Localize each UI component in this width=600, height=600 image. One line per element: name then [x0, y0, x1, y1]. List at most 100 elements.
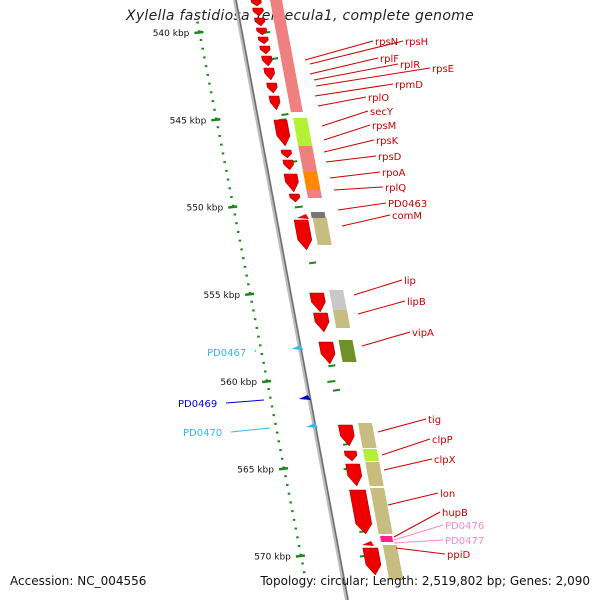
scale-dot — [236, 230, 240, 233]
leader-line — [377, 418, 427, 433]
gene-label-ppid: ppiD — [447, 550, 470, 561]
gene-arrow — [254, 17, 266, 27]
scale-dot — [274, 422, 277, 425]
leader-line — [393, 511, 441, 538]
gene-arrow — [345, 463, 363, 487]
leader-line — [353, 279, 403, 296]
leader-line — [361, 331, 411, 347]
leader-line — [317, 96, 367, 107]
gene-label-rpsn: rpsN — [375, 37, 398, 48]
gene-label-pd0477: PD0477 — [445, 536, 484, 547]
scale-dot — [294, 527, 297, 530]
gene-arrow — [318, 341, 336, 365]
leader-line — [323, 124, 371, 141]
scale-dot — [279, 449, 282, 452]
leader-line — [315, 67, 431, 87]
leader-line — [357, 300, 406, 315]
cds-band — [329, 290, 347, 310]
leader-line — [387, 492, 439, 506]
scale-dot — [291, 510, 294, 513]
gene-label-pd0467: PD0467 — [207, 348, 246, 359]
track-tick — [281, 113, 289, 117]
gene-arrow — [349, 489, 373, 535]
gene-label-tig: tig — [428, 415, 441, 426]
scale-dot — [267, 387, 270, 390]
scale-dot — [275, 431, 279, 434]
gene-label-rplr: rplR — [400, 60, 420, 71]
scale-dot — [225, 169, 228, 172]
gene-arrow-reverse — [291, 345, 304, 350]
scale-dot — [223, 161, 226, 164]
genome-summary: Topology: circular; Length: 2,519,802 bp… — [260, 574, 590, 588]
gene-arrow — [309, 292, 326, 313]
scale-dot — [287, 492, 291, 495]
scale-dot — [228, 187, 232, 190]
scale-dot — [206, 73, 210, 76]
leader-line — [313, 63, 399, 81]
scale-dot — [264, 370, 267, 373]
track-tick — [328, 364, 336, 368]
scale-dot — [211, 100, 215, 103]
scale-dot — [262, 361, 265, 364]
gene-label-lipb: lipB — [407, 297, 426, 308]
scale-dot — [218, 134, 221, 137]
scale-dot — [255, 326, 259, 329]
scale-tick — [211, 118, 221, 122]
scale-dot — [213, 108, 216, 111]
cds-band — [303, 172, 321, 190]
scale-dot — [240, 248, 243, 251]
leader-line — [230, 427, 271, 433]
scale-dot — [247, 283, 250, 286]
scale-dot — [253, 318, 257, 321]
gene-label-pd0470: PD0470 — [183, 428, 222, 439]
gene-arrow — [313, 312, 330, 333]
scale-tick — [278, 467, 289, 471]
leader-line — [304, 40, 374, 61]
scale-tick — [245, 292, 255, 296]
scale-dot — [257, 335, 260, 338]
gene-arrow — [250, 0, 262, 7]
gene-label-comm: comM — [392, 211, 422, 222]
scale-dot — [286, 483, 289, 486]
gene-arrow — [343, 450, 358, 462]
leader-line — [337, 202, 387, 211]
scale-dot — [204, 65, 208, 68]
gene-features — [250, 0, 404, 580]
gene-arrow — [280, 149, 292, 159]
leader-line — [333, 186, 384, 191]
gene-arrow — [362, 547, 382, 576]
gene-label-rpsd: rpsD — [378, 152, 402, 163]
scale-dot — [250, 300, 254, 303]
gene-label-rpoa: rpoA — [382, 168, 406, 179]
label-leaders — [225, 40, 446, 555]
gene-label-clpp: clpP — [432, 435, 453, 446]
gene-arrow — [255, 27, 268, 36]
scale-dot — [301, 562, 304, 565]
gene-label-clpx: clpX — [434, 455, 456, 466]
cds-band — [270, 0, 303, 112]
scale-dot — [216, 126, 220, 129]
scale-dot — [260, 353, 264, 356]
scale-dot — [238, 239, 242, 242]
scale-dot — [272, 414, 275, 417]
leader-line — [254, 349, 257, 353]
gene-arrow — [257, 36, 269, 45]
cds-band — [298, 146, 318, 172]
gene-label-vipa: vipA — [412, 328, 434, 339]
cds-band — [362, 449, 380, 461]
gene-arrow — [293, 219, 313, 251]
gene-arrow — [273, 119, 291, 147]
scale-dot — [233, 213, 237, 216]
scale-tick — [295, 554, 306, 558]
cds-band — [332, 310, 351, 328]
cds-band — [357, 423, 377, 448]
leader-line — [395, 547, 446, 555]
accession-label: Accession: NC_004556 — [10, 574, 147, 588]
scale-dot — [270, 405, 274, 408]
scale-dot — [199, 38, 203, 41]
track-tick — [327, 380, 336, 383]
gene-arrow — [361, 541, 374, 546]
scale-tick-label: 565 kbp — [237, 465, 274, 475]
gene-label-rplq: rplQ — [385, 183, 406, 194]
scale-dot — [220, 143, 223, 146]
